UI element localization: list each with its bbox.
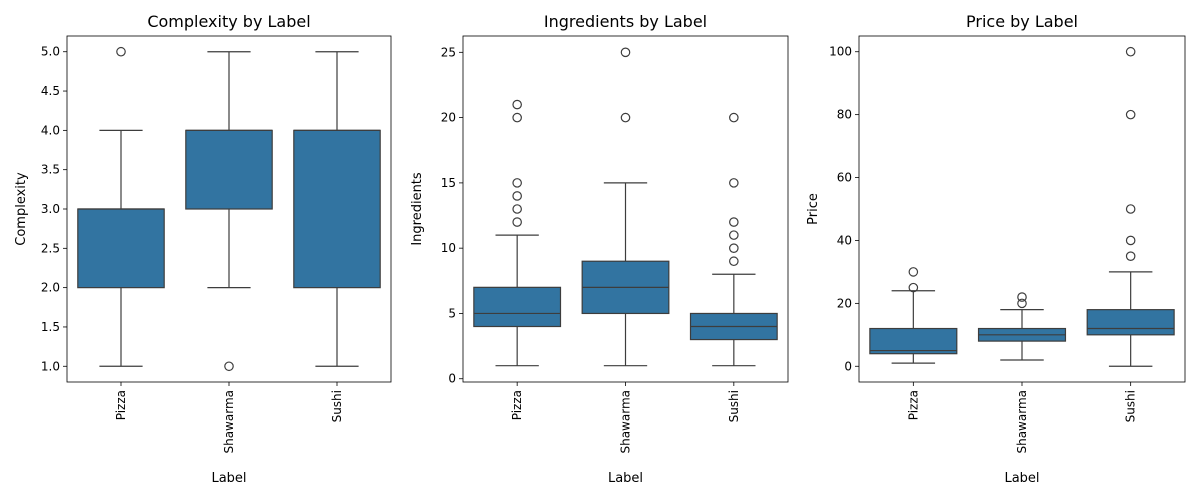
x-tick-label: Pizza <box>510 390 524 420</box>
subplot-1: Complexity by Label 1.0 1.5 2.0 2.5 3.0 3.5 4.0… <box>14 12 392 486</box>
x-axis-label: Label <box>1004 471 1039 486</box>
outlier-point <box>1017 292 1027 302</box>
outlier-point <box>729 178 739 188</box>
y-tick-label: 2.5 <box>41 241 60 255</box>
y-tick-label: 10 <box>441 241 456 255</box>
box-iqr <box>77 208 165 289</box>
box-shawarma <box>581 47 670 367</box>
chart-title: Price by Label <box>966 12 1078 31</box>
y-tick-label: 40 <box>837 233 852 247</box>
outlier-point <box>908 282 919 293</box>
x-tick-label: Shawarma <box>1015 390 1029 454</box>
y-tick-label: 80 <box>837 108 852 122</box>
outlier-point <box>1125 251 1136 261</box>
outlier-point <box>729 230 739 240</box>
outlier-point <box>620 112 631 123</box>
y-tick-label: 5 <box>448 306 456 320</box>
outlier-point <box>512 178 522 188</box>
outlier-point <box>512 112 522 123</box>
x-tick-label: Sushi <box>330 390 344 422</box>
y-tick-label: 1.5 <box>41 320 60 334</box>
outlier-point <box>224 361 234 372</box>
y-tick-label: 4.5 <box>41 84 60 98</box>
box-sushi <box>689 112 778 367</box>
x-tick-label: Pizza <box>906 390 920 420</box>
subplot-2: Ingredients by Label 0 5 10 15 20 25 Pizza Shawa… <box>410 12 789 486</box>
box-iqr <box>1086 309 1175 336</box>
y-tick-label: 20 <box>837 296 852 310</box>
chart-title: Ingredients by Label <box>544 12 707 31</box>
y-tick-label: 25 <box>441 45 456 59</box>
y-tick-label: 0 <box>448 372 456 386</box>
y-tick-label: 60 <box>837 171 852 185</box>
box-iqr <box>185 129 273 210</box>
y-tick-label: 4.0 <box>41 123 60 137</box>
y-tick-label: 5.0 <box>41 45 60 59</box>
y-tick-label: 0 <box>844 359 852 373</box>
box-pizza <box>473 99 562 367</box>
outlier-point <box>512 99 522 110</box>
x-tick-label: Sushi <box>1124 390 1138 422</box>
box-iqr <box>293 129 381 289</box>
y-tick-label: 3.5 <box>41 163 60 177</box>
outlier-point <box>1125 46 1136 57</box>
y-tick-label: 3.0 <box>41 202 60 216</box>
x-axis-label: Label <box>608 471 643 486</box>
box-iqr <box>869 327 958 355</box>
outlier-point <box>512 204 522 214</box>
y-tick-label: 2.0 <box>41 281 60 295</box>
outlier-point <box>116 46 126 57</box>
y-axis-label: Price <box>806 193 821 225</box>
outlier-point <box>1125 204 1136 214</box>
box-shawarma <box>977 292 1067 361</box>
y-tick-label: 1.0 <box>41 359 60 373</box>
axes-frame <box>66 35 392 383</box>
box-sushi <box>293 51 381 367</box>
outlier-point <box>1017 298 1027 309</box>
outlier-point <box>729 243 739 253</box>
subplot-3: Price by Label 0 20 40 60 80 100 Pizza Shawarma S… <box>806 12 1186 486</box>
outlier-point <box>512 191 522 201</box>
y-tick-label: 20 <box>441 111 456 125</box>
y-tick-label: 100 <box>829 45 852 59</box>
outlier-point <box>908 267 919 277</box>
box-pizza <box>77 46 165 367</box>
box-pizza <box>869 267 958 364</box>
y-axis-label: Ingredients <box>410 172 425 246</box>
x-tick-label: Shawarma <box>222 390 236 454</box>
box-sushi <box>1086 46 1175 367</box>
outlier-point <box>729 256 739 267</box>
x-axis-label: Label <box>211 471 246 486</box>
box-iqr <box>473 286 562 328</box>
y-tick-label: 15 <box>441 176 456 190</box>
outlier-point <box>729 217 739 227</box>
outlier-point <box>512 217 522 227</box>
outlier-point <box>620 47 631 58</box>
outlier-point <box>1125 109 1136 120</box>
x-tick-label: Sushi <box>727 390 741 422</box>
x-tick-label: Pizza <box>114 390 128 420</box>
outlier-point <box>1125 235 1136 246</box>
chart-title: Complexity by Label <box>147 12 310 31</box>
box-shawarma <box>185 51 273 372</box>
y-axis-label: Complexity <box>14 172 29 246</box>
outlier-point <box>729 112 739 123</box>
axes-frame <box>462 35 789 383</box>
x-tick-label: Shawarma <box>619 390 633 454</box>
axes-frame <box>858 35 1186 383</box>
